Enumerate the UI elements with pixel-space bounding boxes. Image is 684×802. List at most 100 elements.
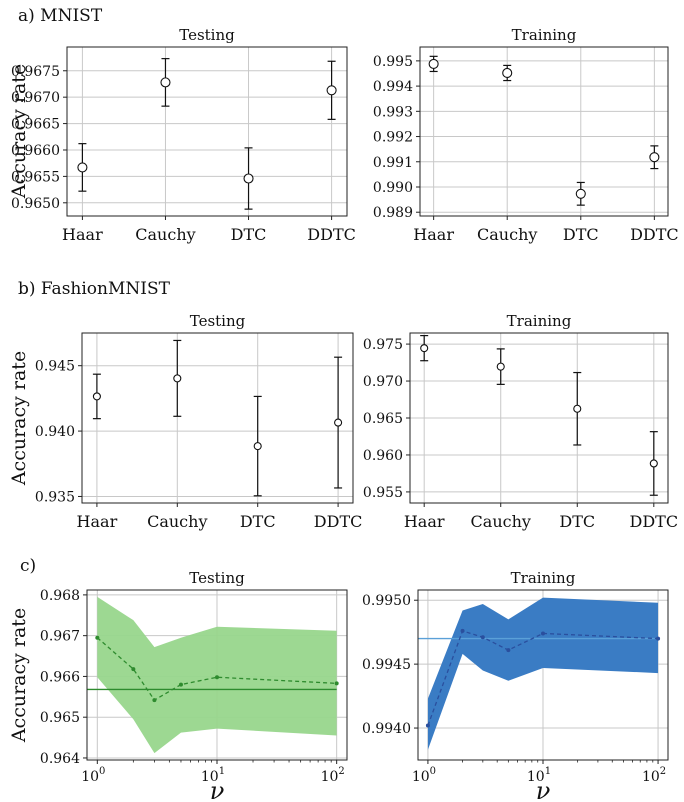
y-tick-label: 0.968: [40, 588, 80, 604]
x-tick-label: 102: [321, 766, 345, 785]
y-tick-label: 0.9650: [11, 196, 60, 212]
chart-b-testing: Testing 0.935 0.940 0.945 Accuracy rate Haar C…: [8, 312, 362, 531]
x-tick-label: Cauchy: [147, 512, 207, 531]
x-tick-label: Cauchy: [471, 512, 531, 531]
x-tick-label: DTC: [231, 225, 267, 244]
x-axis-title: ν: [536, 777, 551, 802]
chart-title: Training: [512, 26, 577, 44]
y-tick-label: 0.991: [373, 155, 413, 171]
y-axis-title: Accuracy rate: [8, 64, 30, 199]
series-line: [427, 630, 659, 726]
data-point: [160, 77, 171, 88]
data-point: [152, 698, 157, 703]
plot-frame: [81, 332, 354, 504]
y-tick-label: 0.964: [40, 751, 80, 767]
x-tick-label: DDTC: [307, 225, 356, 244]
x-tick-label: Cauchy: [477, 225, 537, 244]
x-tick-label: DDTC: [314, 512, 363, 531]
y-tick-label: 0.967: [40, 629, 80, 645]
y-tick-label: 0.960: [363, 448, 403, 464]
y-tick-label: 0.9950: [362, 593, 411, 609]
y-tick-label: 0.945: [35, 359, 75, 375]
y-axis-title: Accuracy rate: [8, 608, 30, 743]
y-tick-label: 0.9660: [11, 143, 60, 159]
data-point: [506, 648, 511, 653]
x-tick-label: DDTC: [630, 225, 679, 244]
y-tick-label: 0.9940: [362, 721, 411, 737]
y-tick-label: 0.993: [373, 104, 413, 120]
confidence-band: [97, 596, 337, 754]
x-tick-label: DTC: [240, 512, 276, 531]
x-tick-label: DTC: [559, 512, 595, 531]
section-label-mnist: a) MNIST: [18, 6, 103, 26]
plot-frame: [66, 46, 348, 217]
y-tick-label: 0.966: [40, 669, 80, 685]
data-point: [649, 152, 660, 163]
data-point: [243, 173, 254, 184]
section-label-c: c): [20, 556, 37, 576]
x-tick-label: Haar: [404, 512, 445, 531]
data-point: [502, 67, 513, 79]
data-point: [92, 392, 101, 401]
y-tick-label: 0.9945: [362, 657, 411, 673]
x-tick-label: Cauchy: [135, 225, 195, 244]
data-point: [77, 162, 88, 173]
chart-title: Training: [511, 569, 576, 587]
chart-b-training: Training 0.955 0.960 0.965 0.970 0.975 Haar Cau…: [363, 312, 678, 531]
data-point: [326, 85, 337, 96]
chart-c-training: Training 0.9940 0.9945 0.9950 100 101 102 ν: [362, 569, 669, 802]
x-tick-label: DDTC: [630, 512, 679, 531]
chart-a-testing: Testing 0.9650 0.9655 0.9660 0.9665 0.9670 0.9…: [8, 26, 356, 244]
plot-frame: [417, 589, 669, 761]
y-tick-label: 0.992: [373, 130, 413, 146]
data-point: [334, 681, 339, 686]
chart-title: Testing: [190, 312, 246, 330]
y-tick-label: 0.9675: [11, 64, 60, 80]
x-tick-label: Haar: [62, 225, 103, 244]
y-tick-label: 0.975: [363, 337, 403, 353]
y-tick-label: 0.9655: [11, 169, 60, 185]
chart-title: Training: [507, 312, 572, 330]
y-tick-label: 0.995: [373, 54, 413, 70]
y-tick-label: 0.970: [363, 374, 403, 390]
x-tick-label: 101: [201, 766, 225, 785]
x-tick-label: 101: [527, 766, 551, 785]
y-axis-title: Accuracy rate: [8, 351, 30, 486]
data-point: [334, 418, 343, 427]
plot-frame: [409, 332, 669, 504]
x-tick-label: 100: [81, 766, 105, 785]
data-point: [573, 404, 582, 413]
data-point: [173, 374, 182, 383]
chart-title: Testing: [189, 569, 245, 587]
data-point: [540, 631, 545, 636]
y-tick-label: 0.989: [373, 205, 413, 221]
data-point: [178, 682, 183, 687]
y-tick-label: 0.940: [35, 424, 75, 440]
y-tick-label: 0.955: [363, 485, 403, 501]
plot-frame: [419, 46, 669, 217]
x-axis-title: ν: [210, 777, 225, 802]
section-label-fashionmnist: b) FashionMNIST: [18, 279, 170, 299]
data-point: [420, 344, 429, 353]
data-point: [480, 635, 485, 640]
data-point: [575, 188, 586, 199]
plot-frame: [86, 589, 348, 761]
y-tick-label: 0.965: [40, 710, 80, 726]
chart-a-training: Training 0.989 0.990 0.991 0.992 0.993 0.994 0.…: [373, 26, 679, 244]
x-tick-label: Haar: [77, 512, 118, 531]
y-tick-label: 0.990: [373, 180, 413, 196]
data-point: [649, 459, 658, 468]
data-point: [425, 723, 430, 728]
data-point: [253, 442, 262, 451]
data-point: [214, 675, 219, 680]
data-point: [656, 636, 661, 641]
x-tick-label: DTC: [563, 225, 599, 244]
series-line: [96, 637, 337, 701]
data-point: [131, 667, 136, 672]
data-point: [460, 628, 465, 633]
x-tick-label: 100: [412, 766, 436, 785]
chart-title: Testing: [179, 26, 235, 44]
y-tick-label: 0.994: [373, 79, 413, 95]
x-tick-label: 102: [642, 766, 666, 785]
